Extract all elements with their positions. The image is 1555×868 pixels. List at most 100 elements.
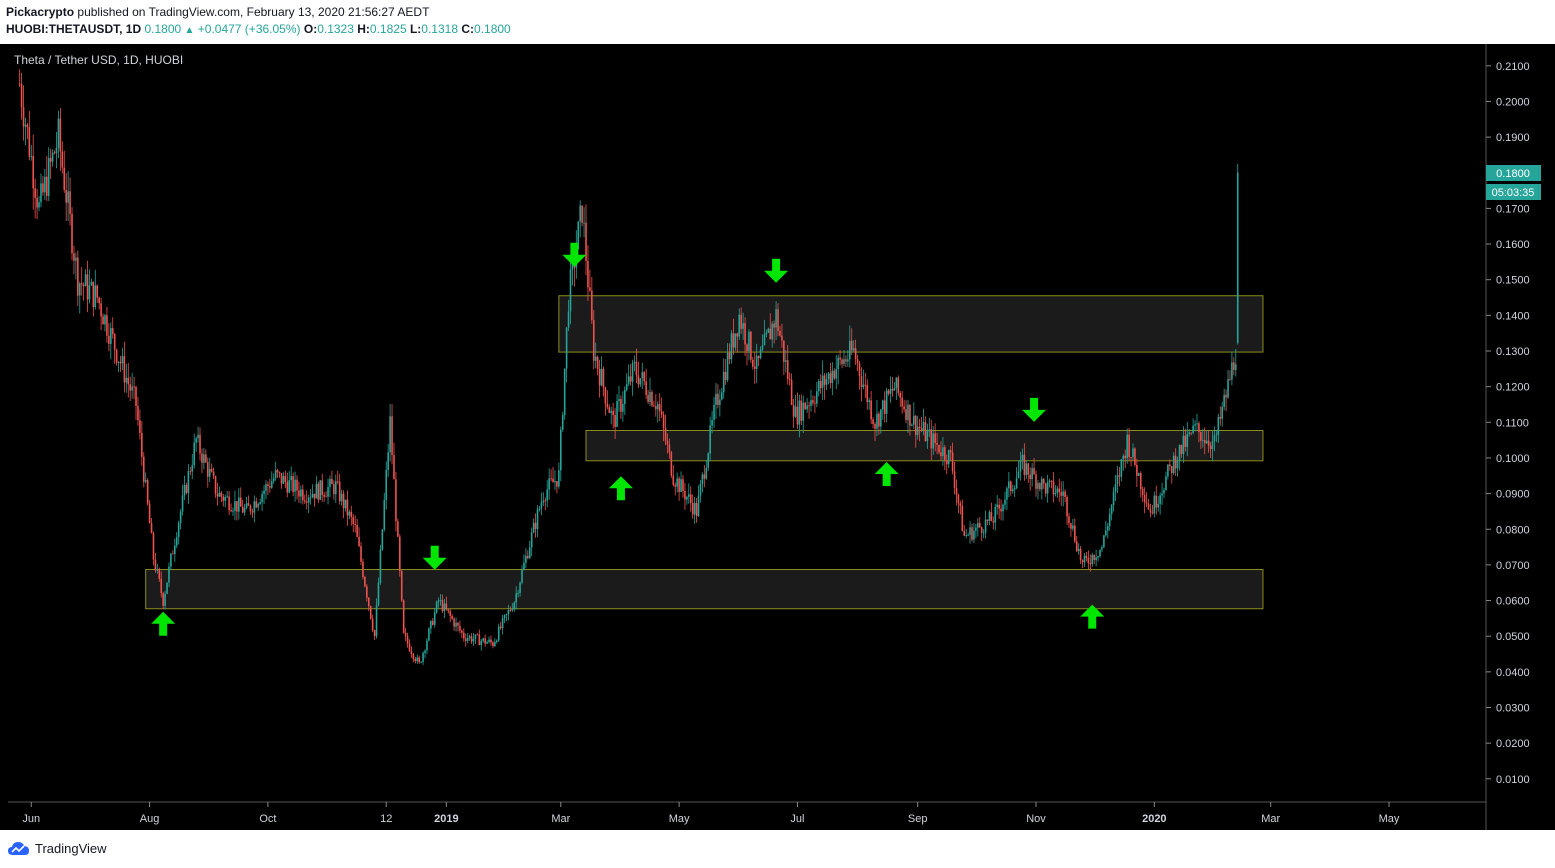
candle-body bbox=[1122, 455, 1125, 460]
candle-body bbox=[201, 453, 203, 463]
y-tick-label: 0.2100 bbox=[1496, 61, 1530, 73]
candle-body bbox=[172, 553, 174, 555]
candle-body bbox=[527, 555, 529, 559]
candle-body bbox=[499, 626, 502, 629]
candle-body bbox=[781, 335, 783, 341]
candle-body bbox=[98, 297, 100, 304]
candle-body bbox=[1081, 560, 1084, 563]
candle-body bbox=[402, 600, 405, 633]
candle-body bbox=[777, 309, 779, 331]
candle-body bbox=[205, 454, 207, 463]
candle-body bbox=[183, 485, 186, 496]
zone-box-1[interactable] bbox=[558, 295, 1264, 353]
candle-body bbox=[1013, 488, 1016, 490]
candle-body bbox=[1093, 554, 1095, 561]
candle-body bbox=[850, 340, 853, 351]
candle-body bbox=[455, 622, 457, 627]
arrow-down-icon bbox=[764, 258, 789, 283]
candle-body bbox=[653, 405, 655, 407]
y-tick-label: 0.1500 bbox=[1496, 275, 1530, 287]
candle-body bbox=[670, 452, 673, 476]
candle-body bbox=[181, 495, 184, 512]
chart-area[interactable]: 0.0100 0.0200 0.0300 0.0400 0.0500 0.0600 0.07… bbox=[8, 44, 1544, 830]
candle-body bbox=[944, 447, 946, 461]
candle-body bbox=[662, 414, 665, 428]
zone-box-2[interactable] bbox=[585, 429, 1264, 462]
candle-body bbox=[967, 534, 969, 536]
candle-body bbox=[61, 151, 64, 168]
candle-body bbox=[73, 253, 75, 261]
candle-body bbox=[464, 638, 467, 641]
candle-body bbox=[317, 483, 320, 500]
candle-body bbox=[740, 314, 742, 329]
candle-body bbox=[174, 545, 176, 555]
candle-body bbox=[406, 636, 409, 644]
price-axis[interactable]: 0.0100 0.0200 0.0300 0.0400 0.0500 0.0600 0.07… bbox=[1486, 61, 1530, 786]
candle-body bbox=[1070, 523, 1072, 529]
candle-body bbox=[96, 285, 99, 298]
candle-body bbox=[259, 502, 261, 504]
candle-body bbox=[862, 384, 865, 387]
arrow-down-icon bbox=[422, 545, 447, 570]
candle-body bbox=[858, 363, 861, 377]
candle-body bbox=[1037, 483, 1039, 489]
candle-body bbox=[158, 569, 161, 579]
candle-body bbox=[1101, 547, 1103, 550]
candle-body bbox=[523, 562, 525, 570]
candle-body bbox=[684, 491, 686, 500]
candle-body bbox=[509, 610, 512, 611]
candle-body bbox=[810, 400, 812, 406]
candle-body bbox=[1099, 549, 1101, 557]
candle-body bbox=[1017, 471, 1020, 479]
candle-body bbox=[812, 400, 814, 403]
arrow-up-icon bbox=[151, 611, 176, 636]
arrows-layer bbox=[151, 242, 1105, 636]
candle-body bbox=[775, 309, 777, 328]
candle-body bbox=[150, 523, 153, 534]
candle-body bbox=[647, 394, 649, 402]
y-tick-label: 0.1300 bbox=[1496, 346, 1530, 358]
candle-body bbox=[1165, 476, 1167, 490]
candle-body bbox=[459, 625, 461, 631]
candle-body bbox=[779, 331, 781, 336]
candle-body bbox=[199, 434, 201, 454]
candle-body bbox=[1041, 478, 1043, 490]
candle-body bbox=[36, 197, 38, 208]
candle-body bbox=[959, 503, 962, 506]
candle-body bbox=[1011, 489, 1014, 492]
tradingview-cloud-icon bbox=[8, 841, 29, 855]
candle-body bbox=[389, 416, 391, 453]
candle-body bbox=[1196, 423, 1198, 425]
candle-body bbox=[656, 404, 659, 410]
candle-body bbox=[977, 523, 979, 528]
time-axis[interactable]: Jun Aug Oct 12 2019 Mar May Jul Sep Nov 2020 Mar May bbox=[22, 802, 1400, 825]
candle-body bbox=[40, 183, 42, 203]
candle-body bbox=[614, 415, 616, 427]
last-price-tag: 0.1800 05:03:35 bbox=[1486, 165, 1541, 200]
candle-body bbox=[709, 425, 711, 454]
candle-body bbox=[883, 400, 886, 414]
candle-body bbox=[395, 479, 397, 522]
candle-body bbox=[953, 471, 956, 488]
tradingview-logo[interactable]: TradingView bbox=[8, 841, 107, 856]
candle-body bbox=[990, 512, 993, 522]
candle-body bbox=[672, 475, 675, 485]
zone-box-3[interactable] bbox=[145, 569, 1264, 610]
candle-body bbox=[102, 316, 104, 325]
candle-body bbox=[358, 536, 360, 547]
candle-body bbox=[447, 609, 450, 612]
candle-body bbox=[831, 370, 834, 383]
author-name[interactable]: Pickacrypto bbox=[6, 5, 75, 19]
candle-body bbox=[839, 357, 841, 360]
candle-body bbox=[934, 433, 936, 443]
x-tick-label: Aug bbox=[140, 813, 160, 825]
candle-body bbox=[674, 484, 677, 487]
candle-body bbox=[1083, 555, 1086, 563]
candle-body bbox=[393, 455, 395, 480]
candle-body bbox=[375, 605, 378, 637]
price-chart[interactable]: 0.0100 0.0200 0.0300 0.0400 0.0500 0.0600 0.07… bbox=[8, 44, 1544, 830]
candle-body bbox=[668, 444, 671, 453]
candle-body bbox=[63, 167, 66, 190]
candle-body bbox=[206, 462, 209, 477]
candle-body bbox=[899, 392, 902, 398]
